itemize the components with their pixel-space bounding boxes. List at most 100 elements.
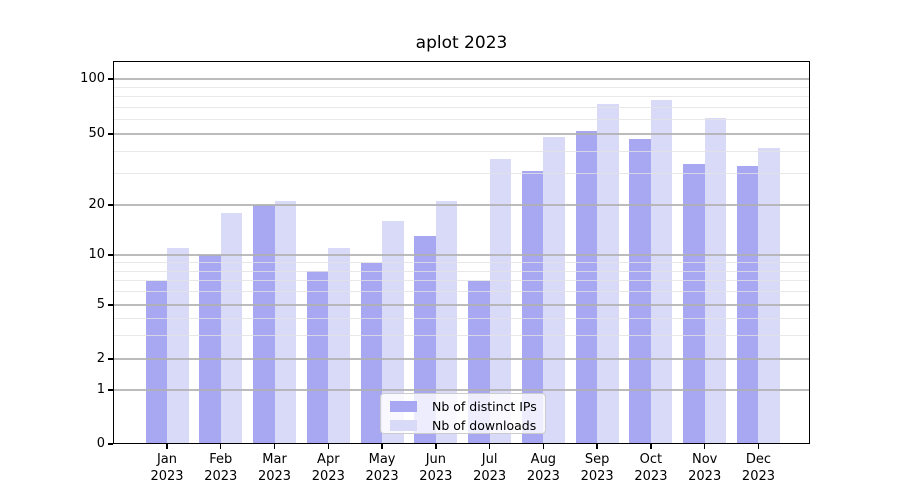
y-tick-mark-2 — [108, 358, 113, 360]
x-tick-year-jun: 2023 — [419, 469, 453, 484]
gridline-minor-9 — [114, 262, 809, 264]
x-tick-mark-dec — [757, 444, 760, 449]
x-tick-year-dec: 2023 — [741, 469, 776, 484]
x-tick-mark-oct — [650, 444, 652, 449]
x-tick-year-mar: 2023 — [257, 469, 292, 484]
gridline-minor-3 — [114, 334, 809, 336]
legend-label-1: Nb of downloads — [432, 417, 537, 433]
y-tick-label-1: 1 — [96, 382, 105, 397]
bar-ips-apr — [306, 271, 329, 444]
x-tick-year-sep: 2023 — [580, 469, 614, 484]
bar-downloads-may — [382, 221, 404, 444]
x-tick-label-jun: Jun 2023 — [408, 451, 464, 485]
bar-ips-jan — [145, 280, 167, 444]
y-tick-label-2: 2 — [96, 351, 105, 366]
legend-label-0: Nb of distinct IPs — [432, 398, 537, 414]
gridline-minor-6 — [114, 291, 809, 293]
y-tick-mark-10 — [108, 254, 113, 256]
legend-swatch-0 — [390, 400, 417, 412]
x-tick-label-nov: Nov 2023 — [677, 451, 733, 485]
gridline-major-1 — [114, 389, 809, 391]
bar-downloads-apr — [328, 248, 350, 444]
x-tick-month-sep: Sep — [584, 452, 610, 467]
x-tick-label-mar: Mar 2023 — [247, 451, 303, 485]
x-tick-month-jan: Jan — [156, 452, 178, 467]
bar-ips-may — [360, 262, 383, 444]
bar-downloads-jul — [489, 159, 512, 444]
y-tick-label-100: 100 — [80, 71, 105, 86]
y-tick-label-0: 0 — [96, 436, 105, 451]
y-tick-mark-50 — [108, 133, 113, 135]
gridline-minor-8 — [114, 270, 809, 272]
bar-ips-nov — [683, 163, 705, 444]
bar-ips-sep — [575, 130, 598, 444]
gridline-minor-4 — [114, 317, 809, 319]
x-tick-month-feb: Feb — [209, 452, 233, 467]
x-tick-month-aug: Aug — [530, 452, 557, 467]
x-tick-mark-nov — [704, 444, 706, 449]
y-tick-mark-0 — [108, 443, 113, 445]
bar-downloads-mar — [274, 201, 297, 444]
x-tick-mark-may — [381, 444, 383, 449]
gridline-major-2 — [114, 358, 809, 360]
y-tick-mark-20 — [108, 204, 113, 206]
y-tick-label-50: 50 — [88, 126, 105, 141]
gridline-major-100 — [114, 78, 809, 80]
x-tick-label-feb: Feb 2023 — [193, 451, 249, 485]
x-tick-year-oct: 2023 — [634, 469, 668, 484]
x-tick-month-nov: Nov — [692, 452, 718, 467]
gridline-major-10 — [114, 254, 809, 256]
gridline-minor-7 — [114, 280, 809, 282]
x-tick-label-jul: Jul 2023 — [462, 451, 518, 485]
y-tick-mark-1 — [108, 389, 113, 391]
bar-downloads-feb — [220, 212, 243, 444]
bar-ips-jun — [414, 236, 436, 444]
gridline-major-5 — [114, 304, 809, 306]
x-tick-label-dec: Dec 2023 — [730, 451, 786, 485]
gridline-minor-40 — [114, 150, 809, 152]
x-tick-mark-jan — [166, 444, 168, 449]
gridline-minor-80 — [114, 96, 809, 98]
bar-downloads-oct — [650, 99, 673, 444]
x-tick-year-jan: 2023 — [150, 469, 184, 484]
y-tick-label-5: 5 — [96, 297, 105, 312]
bar-downloads-aug — [543, 137, 565, 444]
y-tick-label-20: 20 — [88, 197, 105, 212]
x-tick-mark-aug — [542, 444, 545, 449]
x-tick-year-nov: 2023 — [688, 469, 722, 484]
x-tick-label-jan: Jan 2023 — [139, 451, 195, 485]
legend-row-1: Nb of downloads — [381, 417, 545, 433]
x-tick-year-feb: 2023 — [204, 469, 238, 484]
gridline-minor-60 — [114, 119, 809, 121]
x-tick-label-oct: Oct 2023 — [623, 451, 679, 485]
gridline-major-20 — [114, 204, 809, 206]
legend-row-0: Nb of distinct IPs — [381, 398, 545, 414]
gridline-minor-30 — [114, 173, 809, 175]
y-tick-mark-5 — [108, 304, 113, 306]
x-tick-year-jul: 2023 — [473, 469, 507, 484]
x-tick-month-apr: Apr — [317, 452, 340, 467]
x-tick-mark-mar — [273, 444, 276, 449]
bar-downloads-dec — [758, 147, 780, 444]
x-tick-month-may: May — [368, 452, 396, 467]
bar-ips-mar — [253, 205, 275, 444]
x-tick-mark-sep — [596, 444, 598, 449]
y-tick-mark-100 — [108, 78, 113, 80]
bar-downloads-jun — [435, 201, 458, 444]
gridline-minor-70 — [114, 106, 809, 108]
x-tick-mark-feb — [220, 444, 222, 449]
x-tick-year-apr: 2023 — [311, 469, 345, 484]
x-tick-month-jul: Jul — [481, 452, 498, 467]
y-tick-label-10: 10 — [88, 247, 105, 262]
legend: Nb of distinct IPs Nb of downloads — [380, 393, 546, 434]
gridline-minor-90 — [114, 86, 809, 88]
bar-downloads-sep — [597, 103, 619, 444]
gridline-major-50 — [114, 133, 809, 135]
bar-ips-feb — [199, 255, 221, 444]
x-tick-month-jun: Jun — [425, 452, 446, 467]
legend-swatch-1 — [390, 419, 417, 431]
x-tick-mark-apr — [327, 444, 329, 449]
x-tick-month-oct: Oct — [639, 452, 663, 467]
x-tick-mark-jul — [488, 444, 491, 449]
chart-title: aplot 2023 — [415, 33, 508, 53]
